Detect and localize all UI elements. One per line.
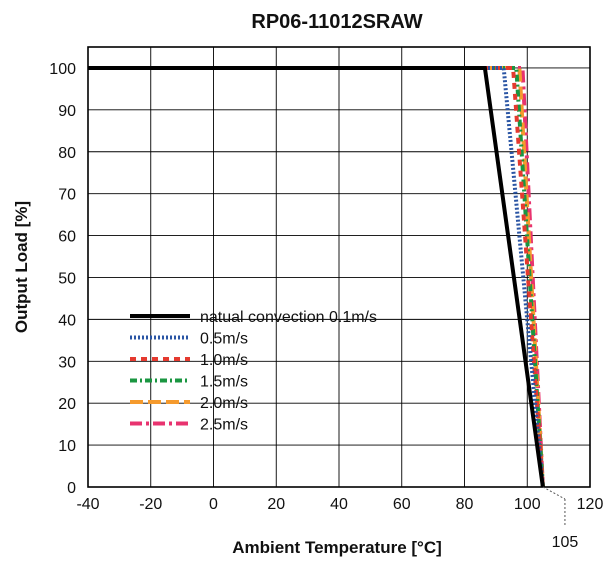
y-tick-label: 30 — [58, 354, 76, 371]
legend: natual convection 0.1m/s 0.5m/s 1.0m/s 1.5m… — [130, 309, 377, 434]
x-tick-label: 0 — [209, 496, 218, 513]
series-line — [88, 66, 545, 488]
x-tick-label: 80 — [456, 496, 474, 513]
y-tick-label: 0 — [67, 480, 76, 497]
x-tick-label: 120 — [577, 496, 604, 513]
annotation-layer: 105 — [542, 486, 579, 551]
y-tick-label: 50 — [58, 270, 76, 287]
y-tick-label: 20 — [58, 396, 76, 413]
x-tick-label: 40 — [330, 496, 348, 513]
legend-label: natual convection 0.1m/s — [200, 309, 377, 326]
x-axis-label: Ambient Temperature [°C] — [232, 538, 442, 557]
x-tick-label: -20 — [139, 496, 162, 513]
legend-label: 1.0m/s — [200, 352, 248, 369]
plot-frame — [87, 46, 591, 488]
chart-title: RP06-11012SRAW — [251, 11, 422, 33]
annotation-leader — [542, 486, 566, 500]
series-layer — [88, 66, 545, 488]
series-line — [88, 66, 545, 488]
tick-layer: -40 -20 0 20 40 60 80 100 120 0 10 20 30 40 50 60 70 80 90… — [49, 61, 603, 513]
y-tick-label: 40 — [58, 312, 76, 329]
legend-label: 2.5m/s — [200, 417, 248, 434]
y-tick-label: 90 — [58, 103, 76, 120]
legend-label: 2.0m/s — [200, 395, 248, 412]
x-tick-label: 60 — [393, 496, 411, 513]
grid — [88, 47, 590, 487]
legend-label: 0.5m/s — [200, 331, 248, 348]
y-axis-label: Output Load [%] — [12, 201, 31, 333]
y-tick-label: 10 — [58, 438, 76, 455]
annotation-label: 105 — [552, 534, 579, 551]
y-tick-label: 80 — [58, 145, 76, 162]
x-tick-label: 100 — [514, 496, 541, 513]
series-line — [88, 66, 545, 488]
y-tick-label: 70 — [58, 187, 76, 204]
legend-label: 1.5m/s — [200, 374, 248, 391]
y-tick-label: 100 — [49, 61, 76, 78]
x-tick-label: 20 — [267, 496, 285, 513]
y-tick-label: 60 — [58, 229, 76, 246]
x-tick-label: -40 — [76, 496, 99, 513]
